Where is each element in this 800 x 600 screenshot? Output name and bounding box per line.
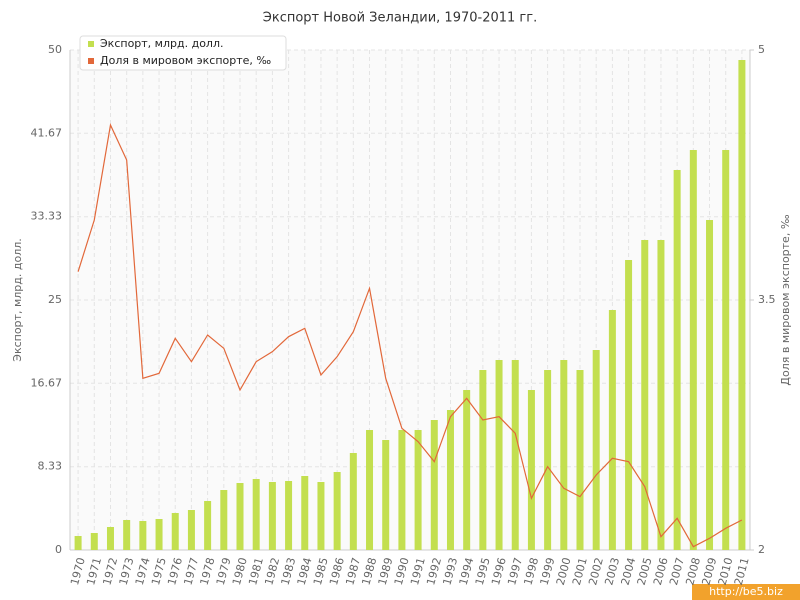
bar (349, 453, 357, 550)
bar (641, 240, 649, 550)
bar (333, 472, 341, 550)
bar (560, 360, 568, 550)
bar (236, 483, 244, 550)
bar (123, 520, 131, 550)
bar (673, 170, 681, 550)
bar (90, 533, 98, 550)
legend-label: Доля в мировом экспорте, ‰ (100, 54, 271, 67)
y-tick-label: 8.33 (38, 460, 63, 473)
legend-marker (88, 41, 94, 47)
bar (706, 220, 714, 550)
bar (479, 370, 487, 550)
bar (527, 390, 535, 550)
bar (414, 430, 422, 550)
bar (576, 370, 584, 550)
bar (382, 440, 390, 550)
bar (495, 360, 503, 550)
bar (398, 430, 406, 550)
chart-title: Экспорт Новой Зеландии, 1970-2011 гг. (263, 11, 537, 26)
legend-label: Экспорт, млрд. долл. (100, 37, 223, 50)
bar (285, 481, 293, 550)
bar (738, 60, 746, 550)
bar (317, 482, 325, 550)
bar (592, 350, 600, 550)
bar (544, 370, 552, 550)
y-tick-label: 33.33 (31, 210, 63, 223)
bar (106, 527, 114, 550)
y-axis-label: Экспорт, млрд. долл. (11, 238, 24, 361)
bar (463, 390, 471, 550)
bar (625, 260, 633, 550)
bar (657, 240, 665, 550)
bar (268, 482, 276, 550)
bar (608, 310, 616, 550)
bar (252, 479, 260, 550)
bar (446, 410, 454, 550)
bar (171, 513, 179, 550)
y-tick-label: 41.67 (31, 126, 63, 139)
bar (301, 476, 309, 550)
bar (204, 501, 212, 550)
y-tick-label: 16.67 (31, 376, 63, 389)
bar (74, 536, 82, 550)
bar (722, 150, 730, 550)
y-tick-label: 50 (48, 43, 62, 56)
bar (187, 510, 195, 550)
bar (155, 519, 163, 550)
bar (220, 490, 228, 550)
bar (430, 420, 438, 550)
legend-marker (88, 58, 94, 64)
y2-tick-label: 5 (758, 43, 765, 56)
bar (689, 150, 697, 550)
y2-tick-label: 2 (758, 543, 765, 556)
bar (139, 521, 147, 550)
bar (366, 430, 374, 550)
watermark: http://be5.biz (709, 585, 783, 598)
legend-box (79, 35, 287, 71)
bar (511, 360, 519, 550)
y2-tick-label: 3.5 (758, 293, 776, 306)
y-tick-label: 25 (48, 293, 62, 306)
y-tick-label: 0 (55, 543, 62, 556)
watermark-box (692, 584, 800, 600)
line (77, 122, 743, 548)
y2-axis-label: Доля в мировом экспорте, ‰ (779, 214, 792, 385)
